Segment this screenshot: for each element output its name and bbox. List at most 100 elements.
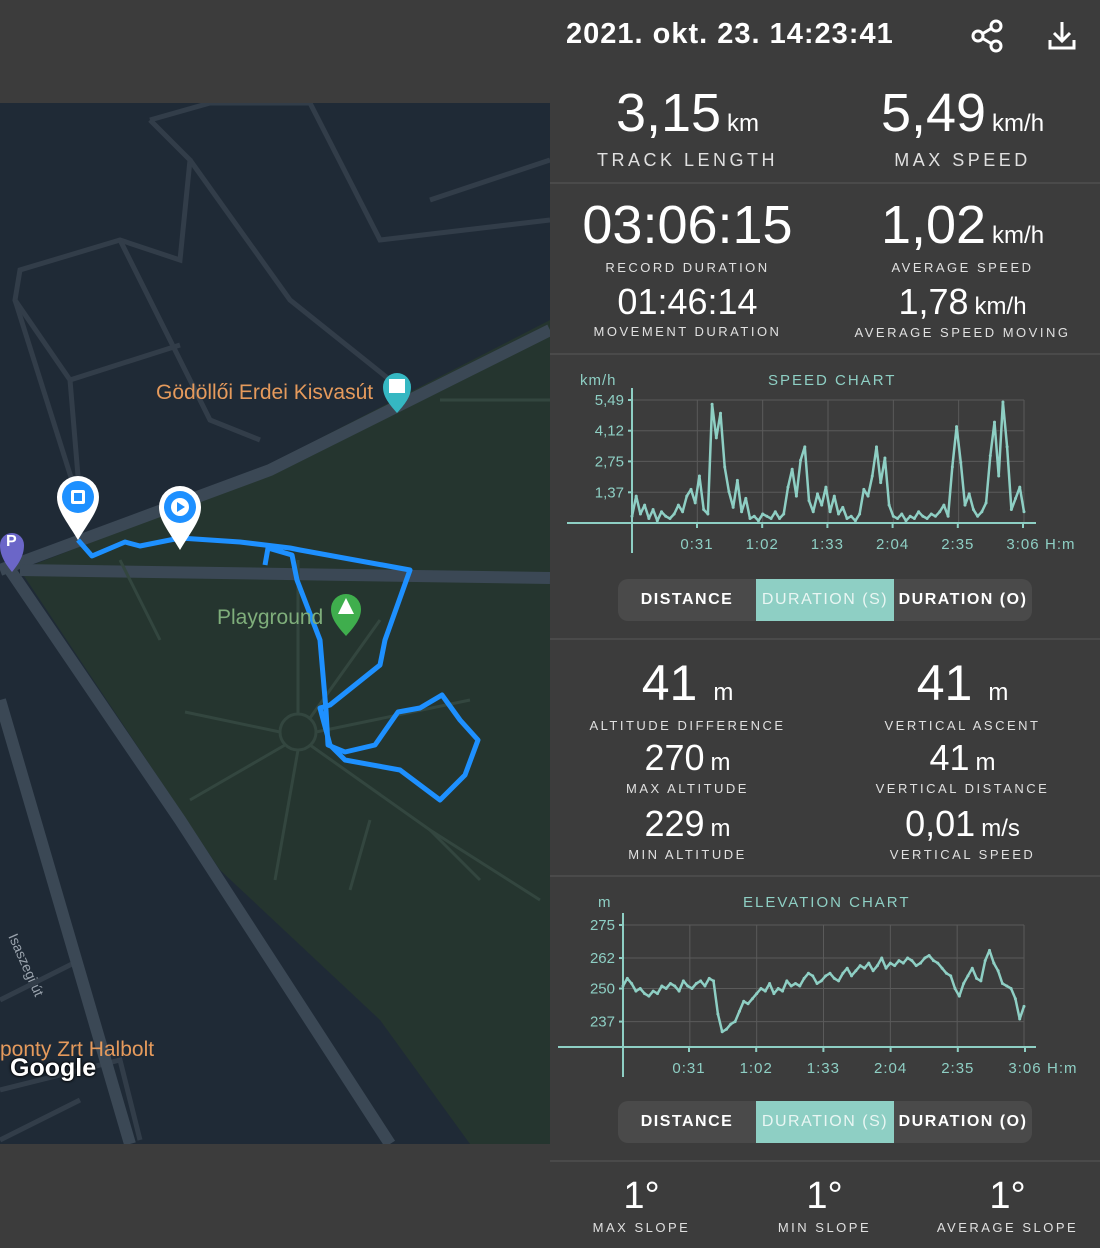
max-speed-value: 5,49 xyxy=(880,83,987,143)
data-point xyxy=(781,989,785,993)
record-duration-label: RECORD DURATION xyxy=(605,260,770,275)
data-point xyxy=(686,984,690,988)
park-area xyxy=(20,320,550,1144)
data-point xyxy=(896,517,900,521)
data-point xyxy=(971,508,975,512)
data-point xyxy=(874,445,878,449)
x-tick-label: 3:06 xyxy=(1006,536,1039,553)
data-point xyxy=(880,956,884,960)
vertical-distance-label: VERTICAL DISTANCE xyxy=(875,781,1050,796)
data-point xyxy=(806,971,810,975)
data-point xyxy=(720,1030,724,1034)
data-point xyxy=(685,494,689,498)
data-point xyxy=(786,485,790,489)
y-tick-label: 4,12 xyxy=(595,423,624,440)
data-point xyxy=(755,992,759,996)
average-speed-moving-stat: 1,78 km/h AVERAGE SPEED MOVING xyxy=(825,281,1100,341)
data-point xyxy=(832,976,836,980)
data-point xyxy=(955,425,959,429)
x-tick-label: 3:06 xyxy=(1008,1060,1041,1077)
average-slope-value: 1° xyxy=(989,1175,1026,1217)
data-point xyxy=(925,517,929,521)
speed-chart-mode-toggle[interactable]: DISTANCE DURATION (S) DURATION (O) xyxy=(618,579,1032,621)
data-point xyxy=(790,467,794,471)
data-point xyxy=(858,964,862,968)
record-duration-stat: 03:06:15 RECORD DURATION xyxy=(550,198,825,275)
data-point xyxy=(988,948,992,952)
data-point xyxy=(744,496,748,500)
max-speed-label: MAX SPEED xyxy=(894,150,1031,170)
speed-mode-duration-o[interactable]: DURATION (O) xyxy=(898,591,1028,608)
data-point xyxy=(815,981,819,985)
speed-mode-duration-s[interactable]: DURATION (S) xyxy=(756,579,894,621)
movement-duration-label: MOVEMENT DURATION xyxy=(593,324,782,339)
average-speed-moving-value: 1,78 xyxy=(898,281,969,322)
data-point xyxy=(660,984,664,988)
data-point xyxy=(773,510,777,514)
data-point xyxy=(888,961,892,965)
data-point xyxy=(992,420,996,424)
data-point xyxy=(940,966,944,970)
track-map[interactable]: Gödöllői Erdei Kisvasút Playground ponty… xyxy=(0,103,550,1144)
data-point xyxy=(906,956,910,960)
data-point xyxy=(664,987,668,991)
data-point xyxy=(750,997,754,1001)
y-tick-label: 5,49 xyxy=(595,392,624,409)
data-point xyxy=(936,961,940,965)
data-point xyxy=(1022,510,1026,514)
data-point xyxy=(904,519,908,523)
share-icon[interactable] xyxy=(968,16,1008,56)
data-point xyxy=(740,510,744,514)
divider xyxy=(550,182,1100,184)
data-point xyxy=(799,458,803,462)
vertical-ascent-unit: m xyxy=(988,679,1009,706)
data-point xyxy=(630,514,634,518)
elevation-mode-duration-o[interactable]: DURATION (O) xyxy=(898,1113,1028,1130)
record-duration-value: 03:06:15 xyxy=(582,195,793,255)
data-point xyxy=(832,494,836,498)
track-length-stat: 3,15 km TRACK LENGTH xyxy=(550,86,825,171)
min-slope-label: MIN SLOPE xyxy=(777,1220,872,1235)
data-point xyxy=(837,979,841,983)
x-tick-label: 1:33 xyxy=(807,1060,840,1077)
track-length-label: TRACK LENGTH xyxy=(596,150,779,170)
data-point xyxy=(768,981,772,985)
data-point xyxy=(668,981,672,985)
vertical-ascent-stat: 41 m VERTICAL ASCENT xyxy=(825,656,1100,733)
x-tick-label: 0:31 xyxy=(680,536,713,553)
vertical-distance-stat: 41 m VERTICAL DISTANCE xyxy=(825,737,1100,797)
max-speed-unit: km/h xyxy=(992,110,1045,137)
vertical-speed-label: VERTICAL SPEED xyxy=(889,847,1036,862)
speed-chart[interactable]: 1,37 2,75 4,12 5,49 0:31 1:02 1:33 2:04 2:35 3:06… xyxy=(550,360,1100,560)
data-point xyxy=(875,964,879,968)
data-point xyxy=(731,505,735,509)
elevation-mode-duration-s[interactable]: DURATION (S) xyxy=(756,1101,894,1143)
average-slope-stat: 1° AVERAGE SLOPE xyxy=(916,1176,1099,1235)
data-point xyxy=(703,984,707,988)
data-point xyxy=(917,510,921,514)
speed-chart-unit: km/h xyxy=(580,372,617,389)
elevation-chart[interactable]: 237 250 262 275 0:31 1:02 1:33 2:04 2:35 3:06 H:m xyxy=(550,882,1100,1082)
vertical-distance-value: 41 xyxy=(929,737,970,778)
data-point xyxy=(1009,987,1013,991)
data-point xyxy=(694,981,698,985)
data-point xyxy=(638,512,642,516)
vertical-speed-stat: 0,01 m/s VERTICAL SPEED xyxy=(825,806,1100,863)
average-slope-label: AVERAGE SLOPE xyxy=(936,1220,1079,1235)
data-point xyxy=(733,1020,737,1024)
download-icon[interactable] xyxy=(1042,16,1082,56)
map-roads xyxy=(0,103,550,1143)
data-point xyxy=(1013,997,1017,1001)
data-point xyxy=(710,402,714,406)
data-point xyxy=(897,959,901,963)
elevation-chart-mode-toggle[interactable]: DISTANCE DURATION (S) DURATION (O) xyxy=(618,1101,1032,1143)
min-altitude-unit: m xyxy=(710,815,731,842)
elevation-mode-distance[interactable]: DISTANCE xyxy=(640,1113,734,1130)
x-tick-label: 0:31 xyxy=(672,1060,705,1077)
speed-mode-distance[interactable]: DISTANCE xyxy=(640,591,734,608)
data-point xyxy=(765,514,769,518)
data-point xyxy=(689,487,693,491)
max-altitude-stat: 270 m MAX ALTITUDE xyxy=(550,740,825,797)
data-point xyxy=(901,961,905,965)
max-slope-stat: 1° MAX SLOPE xyxy=(550,1176,733,1235)
